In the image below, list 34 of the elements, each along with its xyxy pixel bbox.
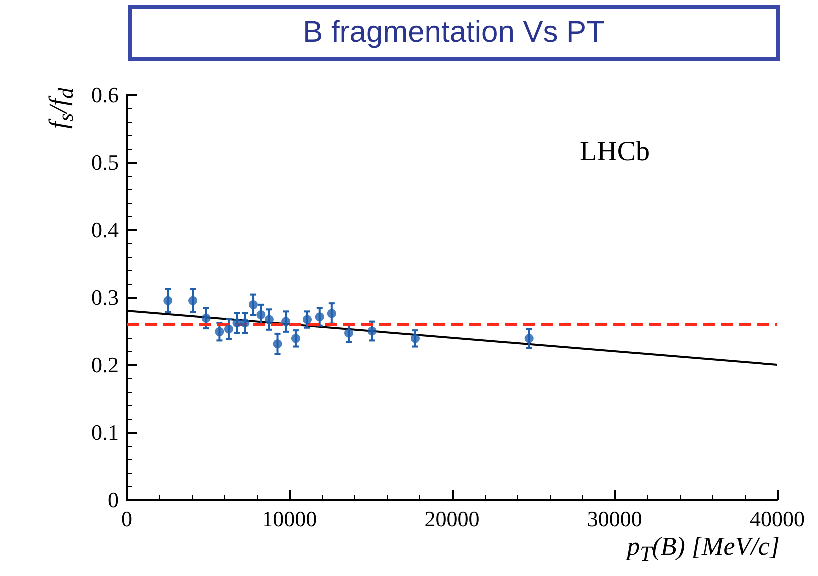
- point: [368, 326, 377, 336]
- y-tick-label: 0.1: [92, 420, 119, 445]
- point: [224, 324, 234, 334]
- point: [411, 334, 420, 344]
- y-tick-label: 0.2: [92, 352, 119, 378]
- y-tick-label: 0.4: [92, 218, 119, 242]
- point: [202, 314, 211, 323]
- y-tick-label: 0.3: [92, 285, 119, 310]
- point: [256, 310, 266, 320]
- y-tick-label: 0.6: [92, 82, 119, 108]
- point: [188, 296, 198, 306]
- point: [273, 340, 282, 349]
- point: [264, 315, 274, 324]
- point: [282, 317, 291, 326]
- point: [249, 300, 258, 310]
- point: [344, 328, 354, 338]
- point: [303, 315, 312, 324]
- x-tick-label: 40000: [750, 506, 805, 532]
- x-tick-label: 20000: [424, 506, 480, 532]
- point: [232, 318, 242, 328]
- point: [291, 334, 300, 344]
- y-tick-label: 0: [108, 488, 119, 512]
- y-tick-label: 0.5: [92, 150, 119, 175]
- x-tick-label: 30000: [587, 506, 642, 532]
- point: [215, 327, 224, 336]
- point: [164, 296, 173, 306]
- annotation: LHCb: [580, 136, 650, 168]
- x-axis-title: p$_{T}$(B) [MeV/c]: [627, 532, 780, 568]
- x-tick-label: 10000: [262, 506, 318, 532]
- point: [524, 334, 534, 344]
- point: [327, 309, 336, 318]
- chart-title: B fragmentation Vs PT: [128, 5, 780, 61]
- point: [315, 312, 324, 322]
- point: [240, 318, 250, 328]
